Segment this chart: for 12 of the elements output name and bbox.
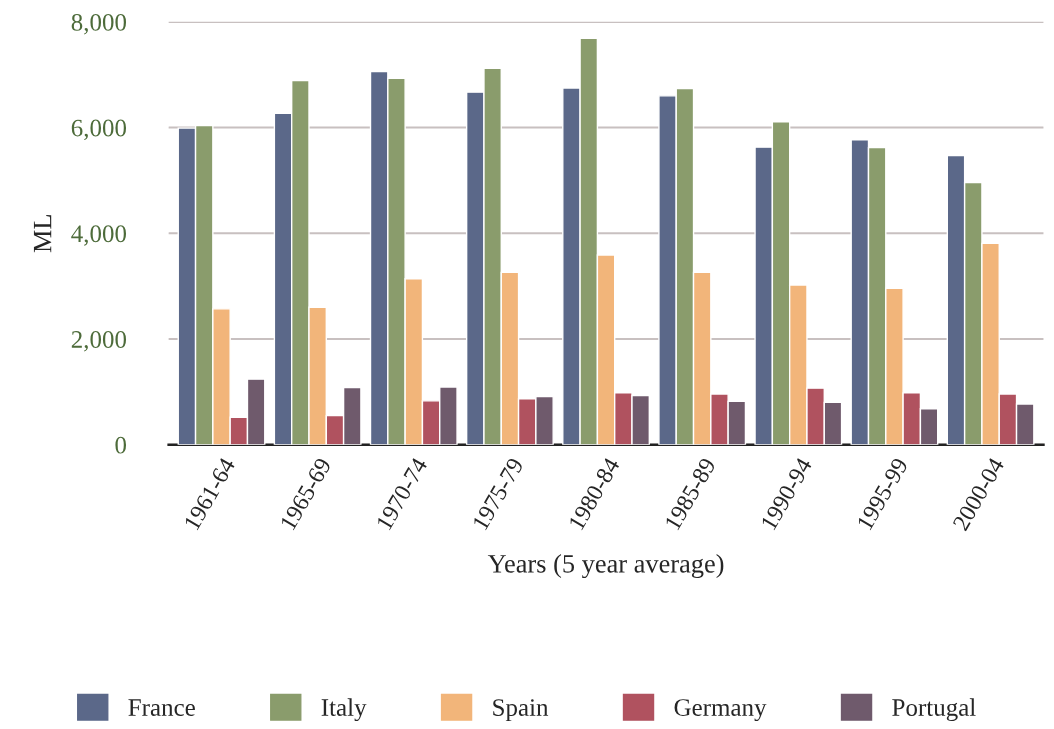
legend-label: Portugal <box>892 698 976 722</box>
legend-label: Spain <box>493 699 549 722</box>
y-axis-title: ML <box>33 215 52 253</box>
legend-label: Germany <box>674 699 767 722</box>
y-tick-label: 2,000 <box>71 331 127 352</box>
y-tick-label: 4,000 <box>71 225 127 246</box>
y-tick-label: 0 <box>115 436 127 454</box>
legend-label: France <box>128 699 195 716</box>
legend-label: Italy <box>321 698 367 722</box>
y-tick-label: 8,000 <box>71 13 127 35</box>
x-axis-title: Years (5 year average) <box>487 554 724 579</box>
y-tick-label: 6,000 <box>71 119 127 141</box>
